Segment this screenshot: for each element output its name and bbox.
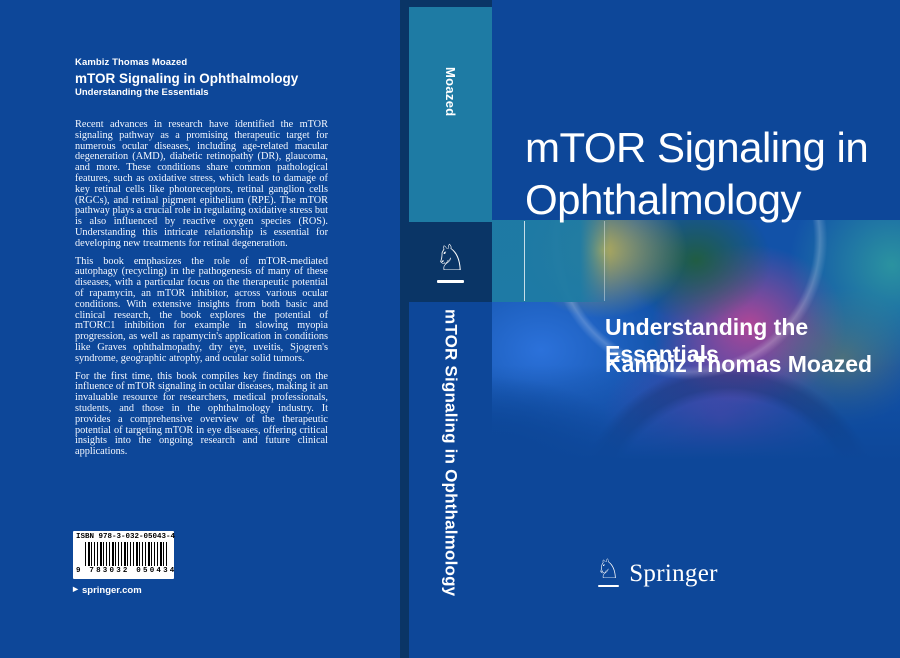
- back-cover: Kambiz Thomas Moazed mTOR Signaling in O…: [0, 0, 400, 658]
- springer-knight-icon: ♘: [434, 238, 467, 279]
- arrow-icon: ▶: [73, 586, 78, 594]
- back-blurb: Recent advances in research have identif…: [75, 119, 328, 465]
- back-title: mTOR Signaling in Ophthalmology: [75, 70, 299, 86]
- cover-art-divider-line: [604, 221, 605, 301]
- spine-logo-square: ♘: [409, 222, 492, 302]
- cover-art-divider-line: [524, 221, 525, 301]
- knight-baseline-bar: [437, 280, 464, 283]
- spine-top-cap: [409, 0, 492, 7]
- back-author: Kambiz Thomas Moazed: [75, 57, 188, 68]
- spine-author: Moazed: [443, 67, 458, 117]
- publisher-website: ▶ springer.com: [73, 585, 142, 596]
- isbn-digits: 9 783032 050434: [76, 567, 177, 575]
- spine: Moazed ♘ mTOR Signaling in Ophthalmology: [409, 0, 492, 658]
- back-cover-header: Kambiz Thomas Moazed mTOR Signaling in O…: [75, 57, 299, 99]
- cover-art-teal-panel: [492, 220, 610, 302]
- barcode-bars-icon: [85, 542, 169, 566]
- spine-title: mTOR Signaling in Ophthalmology: [441, 309, 461, 597]
- website-text: springer.com: [82, 585, 142, 596]
- spine-fold-line: [400, 0, 409, 658]
- blurb-paragraph-3: For the first time, this book compiles k…: [75, 370, 328, 458]
- blurb-paragraph-1: Recent advances in research have identif…: [75, 119, 328, 249]
- spine-teal-band: Moazed: [409, 7, 492, 222]
- blurb-paragraph-2: This book emphasizes the role of mTOR-me…: [75, 255, 328, 364]
- front-cover: [492, 0, 900, 658]
- back-subtitle: Understanding the Essentials: [75, 87, 209, 99]
- isbn-label: ISBN 978-3-032-05043-4: [76, 533, 176, 541]
- isbn-barcode: ISBN 978-3-032-05043-4 9 783032 050434: [73, 531, 177, 579]
